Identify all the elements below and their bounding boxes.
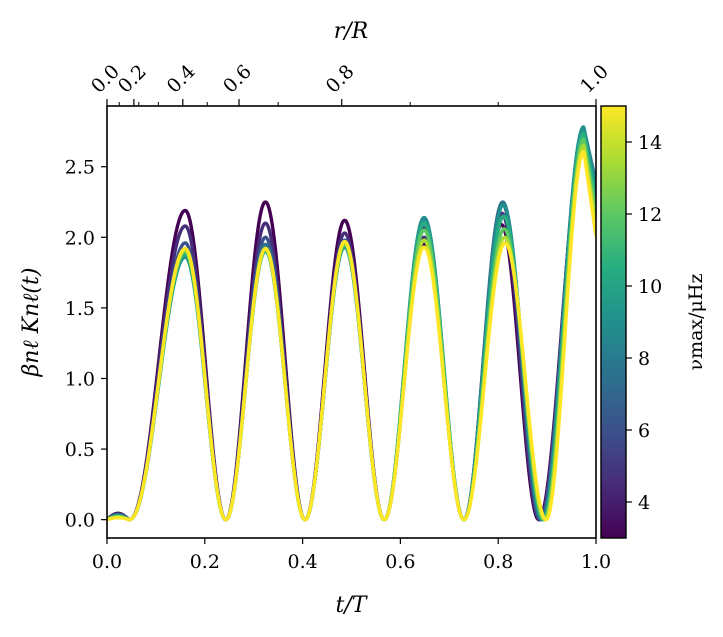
colorbar-tick-label: 4 (638, 492, 650, 514)
x-tick-label: 0.0 (92, 551, 122, 573)
x-axis-label: t/T (336, 593, 369, 618)
x-tick-label: 0.4 (287, 551, 317, 573)
top-axis-ticks: 0.00.2 0.4 0.6 0.8 1.0 (87, 61, 613, 106)
y-tick-label: 1.0 (65, 368, 95, 390)
series-line (107, 131, 596, 522)
top-tick-label: 0.8 (322, 61, 359, 98)
y-axis-ticks: 0.0 0.5 1.0 1.5 2.0 2.5 (65, 157, 107, 532)
top-tick-label: 0.4 (163, 61, 200, 98)
series-line (107, 138, 596, 522)
colorbar-tick-label: 8 (638, 348, 650, 370)
colorbar-label: νmax/μHz (685, 274, 707, 371)
series-line (107, 137, 596, 522)
series-line (107, 132, 596, 522)
x-tick-label: 1.0 (581, 551, 611, 573)
y-tick-label: 2.0 (65, 227, 95, 249)
y-tick-label: 2.5 (65, 157, 95, 179)
x-tick-label: 0.8 (483, 551, 513, 573)
series-line (107, 125, 596, 522)
series-line (107, 149, 596, 522)
plot-frame (106, 105, 597, 539)
series-lines (107, 125, 596, 522)
x-tick-label: 0.2 (190, 551, 220, 573)
y-axis-label: βnℓ Knℓ(t) (19, 268, 44, 378)
y-tick-label: 0.5 (65, 439, 95, 461)
colorbar-ticks: 4 6 8 10 12 14 (626, 132, 662, 514)
series-line (107, 144, 596, 522)
top-tick-label: 1.0 (576, 61, 613, 98)
colorbar-tick-label: 10 (638, 276, 662, 298)
y-tick-label: 1.5 (65, 298, 95, 320)
series-line (107, 143, 596, 522)
colorbar-tick-label: 6 (638, 420, 650, 442)
series-line (107, 126, 596, 522)
x-axis-ticks: 0.0 0.2 0.4 0.6 0.8 1.0 (92, 538, 611, 573)
y-tick-label: 0.0 (65, 510, 95, 532)
top-tick-label: 0.2 (114, 61, 151, 98)
top-axis-label: r/R (334, 19, 369, 44)
colorbar-tick-label: 12 (638, 204, 662, 226)
colorbar-tick-label: 14 (638, 132, 662, 154)
top-tick-label: 0.6 (219, 61, 256, 98)
colorbar (600, 105, 627, 539)
x-tick-label: 0.6 (385, 551, 415, 573)
